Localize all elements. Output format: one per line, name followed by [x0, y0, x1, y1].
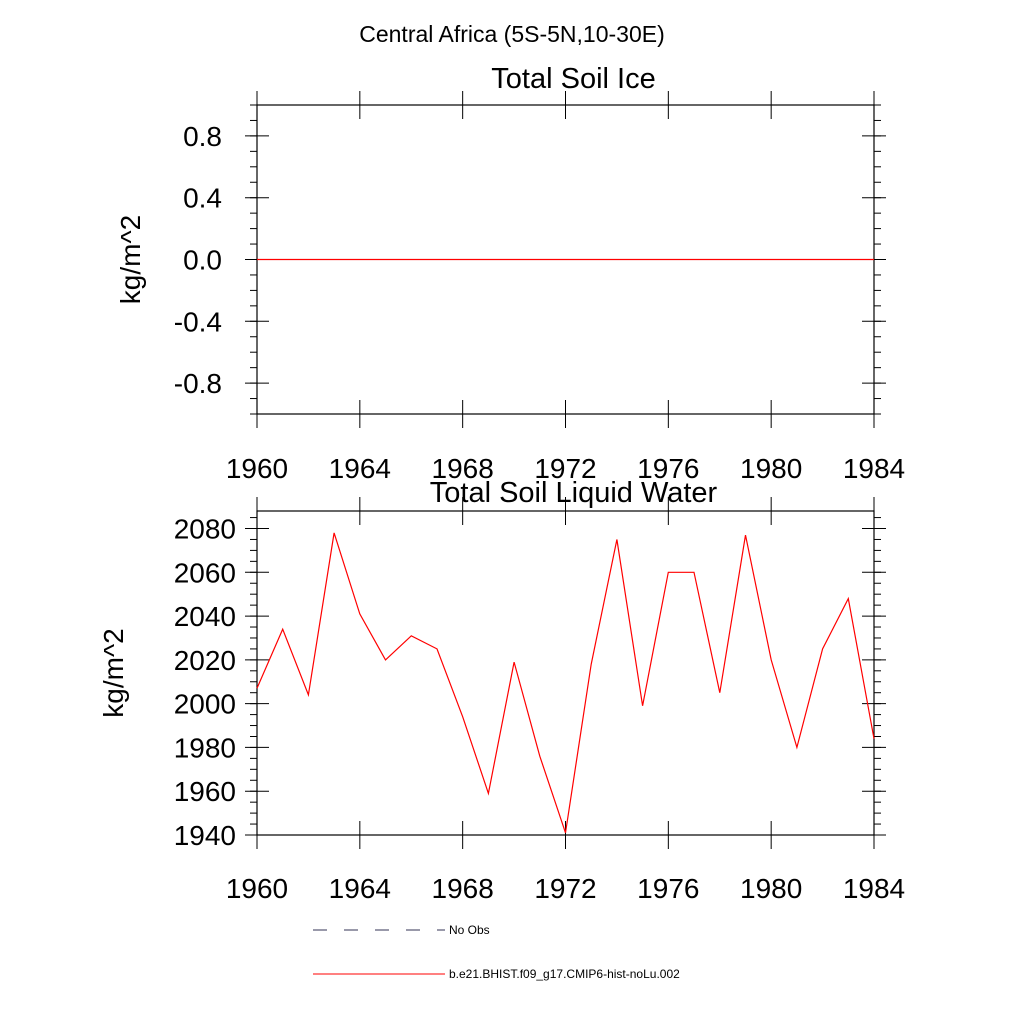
panel-total-soil-liquid-water: Total Soil Liquid Water 1960 1964 1968 1972 1…: [98, 477, 905, 904]
y-tick-label-soil-ice: -0.4: [174, 306, 222, 337]
x-tick-label-soil-ice: 1976: [637, 453, 699, 484]
legend: No Obs b.e21.BHIST.f09_g17.CMIP6-hist-no…: [313, 923, 680, 981]
y-tick-label-soil-liquid: 2020: [174, 645, 236, 676]
y-tick-label-soil-liquid: 1960: [174, 776, 236, 807]
x-tick-label-soil-ice: 1960: [226, 453, 288, 484]
y-axis-label-soil-liquid: kg/m^2: [98, 628, 129, 717]
x-tick-label-soil-ice: 1968: [432, 453, 494, 484]
y-tick-label-soil-liquid: 2040: [174, 601, 236, 632]
panel-total-soil-ice: Total Soil Ice 1960 1964 1968 1972 1976 1980 19…: [115, 63, 905, 484]
y-tick-label-soil-ice: 0.0: [183, 245, 222, 276]
x-tick-label-soil-ice: 1980: [740, 453, 802, 484]
y-tick-label-soil-liquid: 1940: [174, 820, 236, 851]
series-line-soil-liquid: [256, 532, 875, 833]
y-tick-label-soil-liquid: 2060: [174, 557, 236, 588]
y-tick-label-soil-ice: 0.8: [183, 121, 222, 152]
x-tick-label-soil-liquid: 1980: [740, 873, 802, 904]
plot-frame-soil-liquid: [256, 510, 875, 836]
y-tick-label-soil-liquid: 2000: [174, 689, 236, 720]
x-tick-label-soil-liquid: 1972: [534, 873, 596, 904]
y-axis-label-soil-ice: kg/m^2: [115, 215, 146, 304]
x-tick-label-soil-liquid: 1964: [329, 873, 391, 904]
y-tick-label-soil-liquid: 1980: [174, 732, 236, 763]
x-tick-label-soil-liquid: 1960: [226, 873, 288, 904]
x-tick-label-soil-liquid: 1976: [637, 873, 699, 904]
x-tick-label-soil-ice: 1964: [329, 453, 391, 484]
x-tick-label-soil-liquid: 1968: [432, 873, 494, 904]
x-tick-label-soil-ice: 1972: [534, 453, 596, 484]
panel-title-soil-liquid: Total Soil Liquid Water: [430, 477, 718, 509]
panel-title-soil-ice: Total Soil Ice: [491, 63, 655, 95]
legend-model-label: b.e21.BHIST.f09_g17.CMIP6-hist-noLu.002: [449, 967, 680, 981]
y-tick-label-soil-liquid: 2080: [174, 514, 236, 545]
figure-suptitle: Central Africa (5S-5N,10-30E): [359, 21, 665, 47]
legend-no-obs-label: No Obs: [449, 923, 490, 937]
y-tick-label-soil-ice: 0.4: [183, 183, 222, 214]
y-tick-label-soil-ice: -0.8: [174, 368, 222, 399]
x-tick-label-soil-liquid: 1984: [843, 873, 905, 904]
x-tick-label-soil-ice: 1984: [843, 453, 905, 484]
